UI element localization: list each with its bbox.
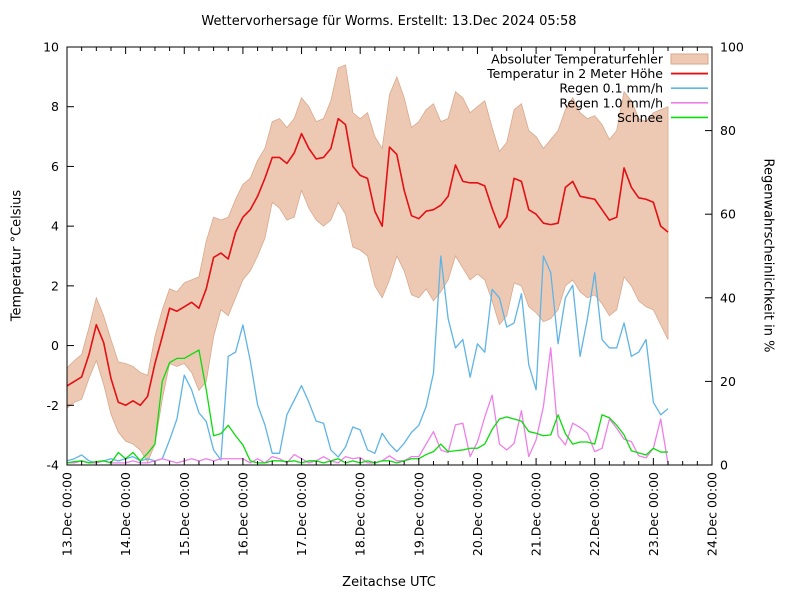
y-tick-label: 6	[51, 159, 59, 174]
y-tick-label: -4	[47, 458, 60, 473]
x-tick-label: 14.Dec 00:00	[118, 472, 133, 556]
y-tick-label: 10	[43, 40, 59, 55]
x-tick-label: 13.Dec 00:00	[60, 472, 75, 556]
y2-tick-label: 0	[720, 458, 728, 473]
legend-label: Temperatur in 2 Meter Höhe	[486, 66, 663, 81]
legend-item: Regen 0.1 mm/h	[559, 81, 708, 96]
y2-tick-label: 40	[720, 290, 736, 305]
legend-label: Schnee	[617, 110, 663, 125]
legend-label: Regen 1.0 mm/h	[559, 95, 663, 110]
x-tick-label: 15.Dec 00:00	[177, 472, 192, 556]
axis-ticks	[66, 46, 713, 466]
legend-item: Absoluter Temperaturfehler	[491, 52, 709, 67]
temperature-line	[66, 117, 669, 407]
rain-01-line	[66, 255, 669, 464]
x-tick-label: 17.Dec 00:00	[294, 472, 309, 556]
y-tick-label: 2	[51, 278, 59, 293]
y-tick-label: 8	[51, 99, 59, 114]
temperature-error-band	[66, 64, 669, 463]
x-tick-label: 24.Dec 00:00	[705, 472, 720, 556]
legend-band-swatch	[670, 53, 709, 65]
x-tick-label: 18.Dec 00:00	[353, 472, 368, 556]
x-tick-label: 20.Dec 00:00	[470, 472, 485, 556]
axis-tick-labels: 13.Dec 00:00 14.Dec 00:00 15.Dec 00:00 16.D…	[43, 40, 744, 557]
legend-label: Regen 0.1 mm/h	[559, 81, 663, 96]
legend-item: Regen 1.0 mm/h	[559, 95, 708, 110]
y-axis-label: Temperatur °Celsius	[9, 189, 25, 322]
y2-tick-label: 20	[720, 374, 736, 389]
y-tick-label: -2	[47, 398, 59, 413]
x-tick-label: 22.Dec 00:00	[587, 472, 602, 556]
y2-tick-label: 100	[720, 40, 744, 55]
legend-item: Schnee	[617, 110, 708, 125]
legend-item: Temperatur in 2 Meter Höhe	[486, 66, 708, 81]
y-tick-label: 0	[51, 338, 59, 353]
chart-title: Wettervorhersage für Worms. Erstellt: 13…	[201, 14, 577, 29]
x-tick-label: 21.Dec 00:00	[529, 472, 544, 556]
y2-tick-label: 60	[720, 207, 736, 222]
x-tick-label: 16.Dec 00:00	[235, 472, 250, 556]
x-axis-label: Zeitachse UTC	[342, 575, 436, 590]
legend-label: Absoluter Temperaturfehler	[491, 52, 664, 67]
y2-axis-label: Regenwahrscheinlichkeit in %	[760, 158, 776, 353]
snow-line	[66, 349, 669, 464]
y-tick-label: 4	[51, 219, 59, 234]
y2-tick-label: 80	[720, 123, 736, 138]
x-tick-label: 23.Dec 00:00	[646, 472, 661, 556]
x-tick-label: 19.Dec 00:00	[411, 472, 426, 556]
